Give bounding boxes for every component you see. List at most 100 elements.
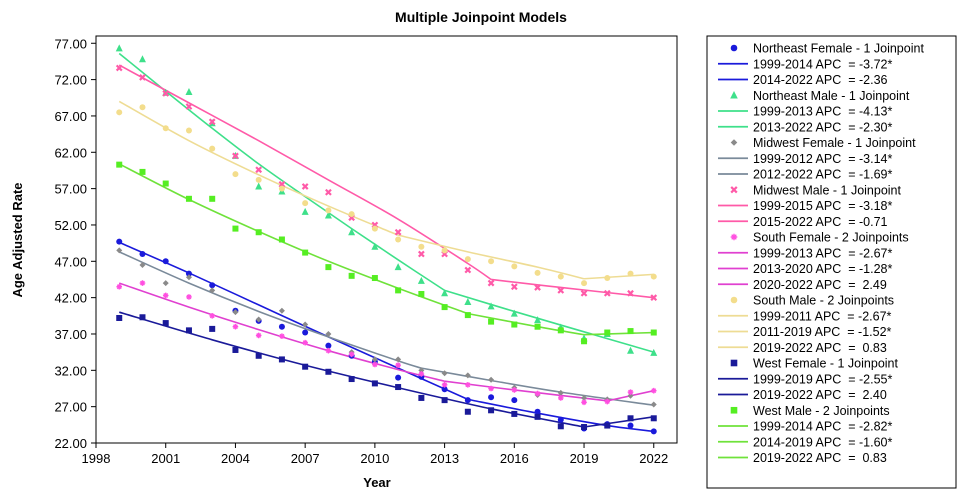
data-point [488,385,494,392]
data-point [116,283,123,290]
data-point [581,280,588,287]
data-point [510,283,518,291]
data-point [301,207,309,215]
data-point [139,261,146,268]
data-point [348,351,355,358]
data-point [627,389,634,395]
data-point [232,171,239,178]
legend-segment-label: 2014-2019 APC = -1.60* [753,435,892,449]
data-point [730,186,738,194]
data-point [278,323,285,330]
data-point [348,211,355,218]
data-point [278,185,285,192]
legend-series-label: South Female - 2 Joinpoints [753,231,909,245]
data-point [650,273,657,280]
legend: Northeast Female - 1 Joinpoint1999-2014 … [718,42,924,465]
data-point [627,422,634,429]
data-point [441,370,448,377]
data-point [730,139,738,146]
y-tick-label: 72.00 [54,73,87,88]
y-tick-label: 37.00 [54,327,87,342]
data-point [209,325,216,332]
y-tick-label: 22.00 [54,436,87,451]
legend-segment-label: 1999-2011 APC = -2.67* [753,309,892,323]
data-point [627,289,634,297]
data-point [371,225,378,232]
data-point [627,270,634,277]
data-point [730,44,738,52]
data-point [139,74,146,81]
legend-series-label: West Male - 2 Joinpoints [753,404,890,418]
legend-segment-label: 1999-2013 APC = -2.67* [753,246,892,260]
y-tick-label: 57.00 [54,182,87,197]
data-point [325,347,332,354]
data-point [278,180,286,188]
data-point [255,229,262,236]
legend-segment-label: 2019-2022 APC = 0.83 [753,451,887,465]
data-point [464,372,471,379]
data-point [581,394,588,401]
legend-segment-label: 1999-2019 APC = -2.55* [753,372,892,386]
data-point [464,397,471,404]
legend-box [706,35,957,489]
data-point [650,401,657,408]
data-point [185,270,192,277]
data-point [604,422,611,429]
data-point [348,376,355,383]
data-point [278,356,285,363]
data-point [395,236,402,243]
data-point [162,258,169,265]
legend-segment-label: 2015-2022 APC = -0.71 [753,215,888,229]
legend-segment-label: 1999-2014 APC = -3.72* [753,57,892,71]
data-point [371,356,378,363]
data-point [162,292,169,299]
data-point [465,382,471,388]
y-tick-label: 77.00 [54,36,87,51]
data-point [464,266,472,274]
data-point [395,356,402,363]
data-point [488,318,495,325]
x-tick-label: 2013 [430,451,459,466]
data-point [395,287,402,294]
data-point [464,408,471,415]
data-point [650,428,657,435]
data-point [324,211,332,219]
data-point [209,145,216,152]
legend-segment-label: 2014-2022 APC = -2.36 [753,73,888,87]
legend-segment-label: 1999-2015 APC = -3.18* [753,199,892,213]
data-point [116,314,123,321]
data-point [325,188,332,196]
data-point [116,247,123,254]
data-point [302,249,309,256]
data-point [580,289,588,297]
data-point [395,374,402,381]
data-point [418,243,425,250]
legend-segment-label: 1999-2012 APC = -3.14* [753,152,892,166]
data-point [209,282,216,289]
trend-segment [397,234,585,280]
trend-lines [118,52,654,433]
trend-segment [118,52,446,292]
trend-segment [118,241,469,401]
data-point [464,312,471,319]
data-point [534,269,541,276]
data-point [302,200,309,207]
x-axis-label: Year [363,475,390,490]
data-point [139,280,146,286]
data-point [162,320,169,327]
data-point [162,125,169,132]
data-point [209,287,216,294]
data-point [650,329,657,336]
data-point [650,415,657,422]
data-point [232,323,239,330]
trend-segment [467,312,585,336]
data-point [302,329,309,336]
data-point [511,410,518,417]
data-point [372,361,378,368]
data-point [232,309,239,316]
legend-series-label: Midwest Female - 1 Joinpoint [753,136,916,150]
trend-segment [584,331,654,336]
x-tick-label: 2016 [500,451,529,466]
x-tick-label: 2022 [639,451,668,466]
